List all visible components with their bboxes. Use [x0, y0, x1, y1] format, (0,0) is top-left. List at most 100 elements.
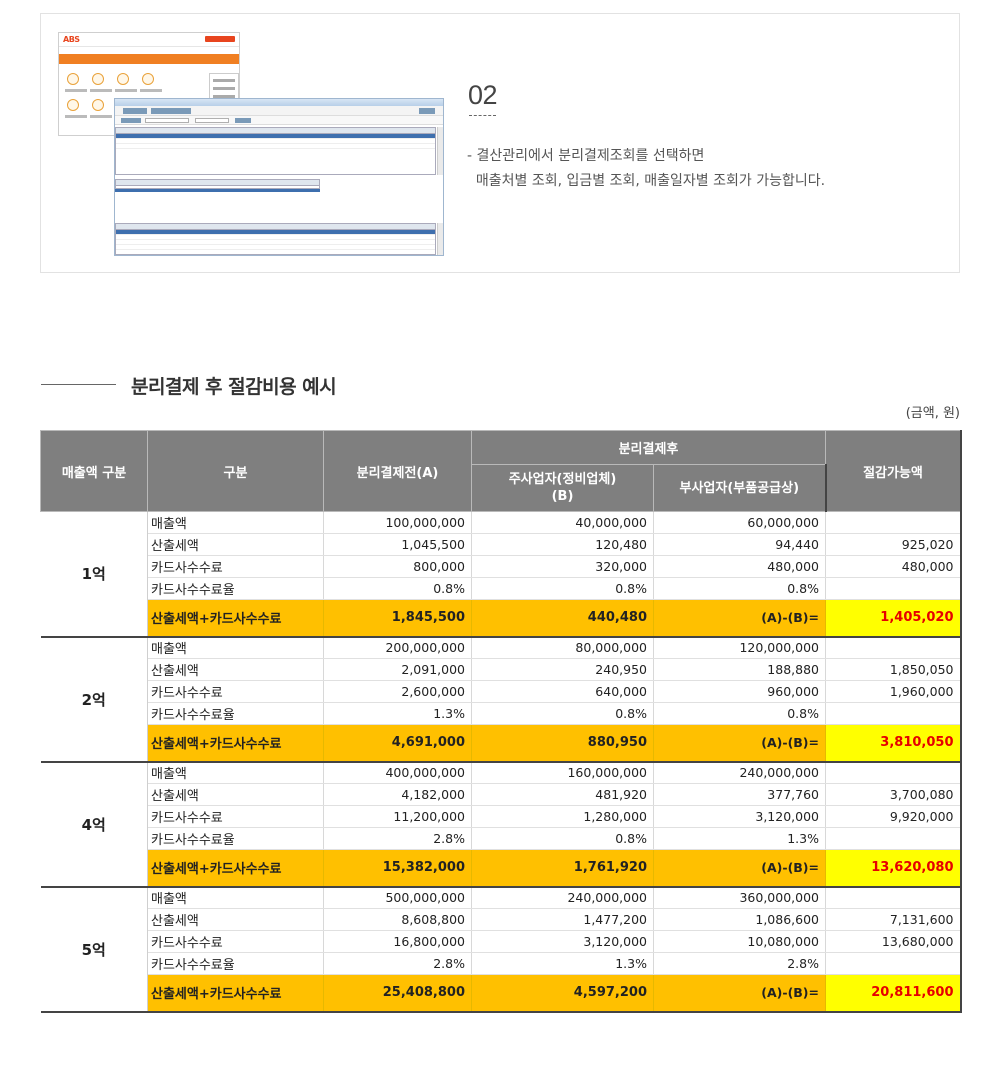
table-sum-row: 산출세액+카드사수수료 1,845,500 440,480 (A)-(B)= 1,405…	[41, 599, 962, 638]
savings-table: 매출액 구분 구분 분리결제전(A) 분리결제후 절감가능액 주사업자(정비업체…	[40, 430, 962, 1013]
table-row: 카드사수수료 16,800,000 3,120,000 10,080,000 13,68…	[41, 930, 962, 953]
cell-primary: 1.3%	[471, 952, 654, 975]
sum-savings: 1,405,020	[825, 599, 962, 638]
cell-primary: 240,000,000	[471, 886, 654, 909]
cell-secondary: 2.8%	[653, 952, 826, 975]
sum-formula: (A)-(B)=	[653, 724, 826, 763]
header-before: 분리결제전(A)	[323, 430, 472, 512]
table-sum-row: 산출세액+카드사수수료 25,408,800 4,597,200 (A)-(B)= 20…	[41, 974, 962, 1013]
section-heading-line	[41, 384, 116, 385]
row-label: 카드사수수료율	[147, 577, 324, 600]
cell-before: 100,000,000	[323, 511, 472, 534]
cell-primary: 80,000,000	[471, 636, 654, 659]
cell-savings: 925,020	[825, 533, 962, 556]
step-box: ABS 02 - 결산관리에서 분리결제조회를 선택하면 매출처별 조회, 입금…	[40, 13, 960, 273]
row-label: 카드사수수료율	[147, 702, 324, 725]
row-label: 카드사수수료율	[147, 827, 324, 850]
sum-formula: (A)-(B)=	[653, 599, 826, 638]
table-row: 카드사수수료 2,600,000 640,000 960,000 1,960,000	[41, 680, 962, 703]
table-body: 1억 매출액 100,000,000 40,000,000 60,000,000 산출세액…	[40, 511, 962, 1013]
sum-label: 산출세액+카드사수수료	[147, 974, 324, 1013]
sum-primary: 4,597,200	[471, 974, 654, 1013]
unit-label: (금액, 원)	[905, 406, 960, 421]
cell-secondary: 94,440	[653, 533, 826, 556]
cell-savings	[825, 827, 962, 850]
table-sum-row: 산출세액+카드사수수료 4,691,000 880,950 (A)-(B)= 3,810…	[41, 724, 962, 763]
sum-before: 25,408,800	[323, 974, 472, 1013]
row-label: 매출액	[147, 636, 324, 659]
cell-secondary: 0.8%	[653, 702, 826, 725]
section-title: 분리결제 후 절감비용 예시	[131, 376, 337, 398]
revenue-group-label: 1억	[40, 511, 148, 638]
cell-primary: 160,000,000	[471, 761, 654, 784]
screenshot-split-payment-window	[114, 98, 444, 256]
header-primary: 주사업자(정비업체) (B)	[471, 464, 654, 512]
cell-before: 4,182,000	[323, 783, 472, 806]
sum-primary: 1,761,920	[471, 849, 654, 888]
row-label: 카드사수수료율	[147, 952, 324, 975]
table-row: 카드사수수료율 2.8% 0.8% 1.3%	[41, 827, 962, 850]
step-description-line1: - 결산관리에서 분리결제조회를 선택하면	[467, 148, 705, 164]
cell-secondary: 60,000,000	[653, 511, 826, 534]
cell-savings: 13,680,000	[825, 930, 962, 953]
cell-before: 11,200,000	[323, 805, 472, 828]
sum-savings: 13,620,080	[825, 849, 962, 888]
sum-primary: 440,480	[471, 599, 654, 638]
cell-secondary: 240,000,000	[653, 761, 826, 784]
table-row: 카드사수수료율 1.3% 0.8% 0.8%	[41, 702, 962, 725]
header-category: 구분	[147, 430, 324, 512]
row-label: 산출세액	[147, 908, 324, 931]
step-description: - 결산관리에서 분리결제조회를 선택하면 매출처별 조회, 입금별 조회, 매…	[467, 144, 825, 194]
revenue-group-label: 5억	[40, 886, 148, 1013]
step-number: 02	[468, 80, 498, 110]
table-row: 산출세액 2,091,000 240,950 188,880 1,850,050	[41, 658, 962, 681]
savings-table-container: 매출액 구분 구분 분리결제전(A) 분리결제후 절감가능액 주사업자(정비업체…	[40, 430, 962, 1013]
cell-primary: 120,480	[471, 533, 654, 556]
table-row: 2억 매출액 200,000,000 80,000,000 120,000,000	[40, 636, 962, 763]
step-number-underline	[469, 115, 496, 116]
cell-primary: 640,000	[471, 680, 654, 703]
table-row: 산출세액 1,045,500 120,480 94,440 925,020	[41, 533, 962, 556]
cell-before: 200,000,000	[323, 636, 472, 659]
cell-savings: 480,000	[825, 555, 962, 578]
cell-secondary: 480,000	[653, 555, 826, 578]
cell-savings: 3,700,080	[825, 783, 962, 806]
sum-label: 산출세액+카드사수수료	[147, 849, 324, 888]
table-row: 1억 매출액 100,000,000 40,000,000 60,000,000	[40, 511, 962, 638]
sum-label: 산출세액+카드사수수료	[147, 599, 324, 638]
cell-savings	[825, 761, 962, 784]
cell-savings: 7,131,600	[825, 908, 962, 931]
cell-primary: 0.8%	[471, 827, 654, 850]
cell-before: 400,000,000	[323, 761, 472, 784]
row-label: 매출액	[147, 511, 324, 534]
revenue-group-label: 4억	[40, 761, 148, 888]
table-row: 4억 매출액 400,000,000 160,000,000 240,000,000	[40, 761, 962, 888]
header-primary-sub: (B)	[551, 489, 574, 504]
row-label: 매출액	[147, 761, 324, 784]
cell-before: 1.3%	[323, 702, 472, 725]
cell-secondary: 0.8%	[653, 577, 826, 600]
cell-primary: 0.8%	[471, 702, 654, 725]
sum-savings: 3,810,050	[825, 724, 962, 763]
cell-before: 16,800,000	[323, 930, 472, 953]
cell-savings	[825, 886, 962, 909]
sum-primary: 880,950	[471, 724, 654, 763]
cell-secondary: 188,880	[653, 658, 826, 681]
cell-before: 1,045,500	[323, 533, 472, 556]
row-label: 카드사수수료	[147, 930, 324, 953]
row-label: 매출액	[147, 886, 324, 909]
table-row: 카드사수수료 11,200,000 1,280,000 3,120,000 9,920,…	[41, 805, 962, 828]
cell-secondary: 377,760	[653, 783, 826, 806]
table-row: 카드사수수료 800,000 320,000 480,000 480,000	[41, 555, 962, 578]
cell-before: 500,000,000	[323, 886, 472, 909]
cell-savings	[825, 636, 962, 659]
cell-primary: 1,280,000	[471, 805, 654, 828]
row-label: 카드사수수료	[147, 680, 324, 703]
cell-before: 0.8%	[323, 577, 472, 600]
step-description-line2: 매출처별 조회, 입금별 조회, 매출일자별 조회가 가능합니다.	[467, 173, 826, 189]
table-row: 카드사수수료율 0.8% 0.8% 0.8%	[41, 577, 962, 600]
cell-savings	[825, 702, 962, 725]
row-label: 산출세액	[147, 783, 324, 806]
header-revenue-group: 매출액 구분	[40, 430, 148, 512]
header-savings: 절감가능액	[825, 430, 962, 512]
